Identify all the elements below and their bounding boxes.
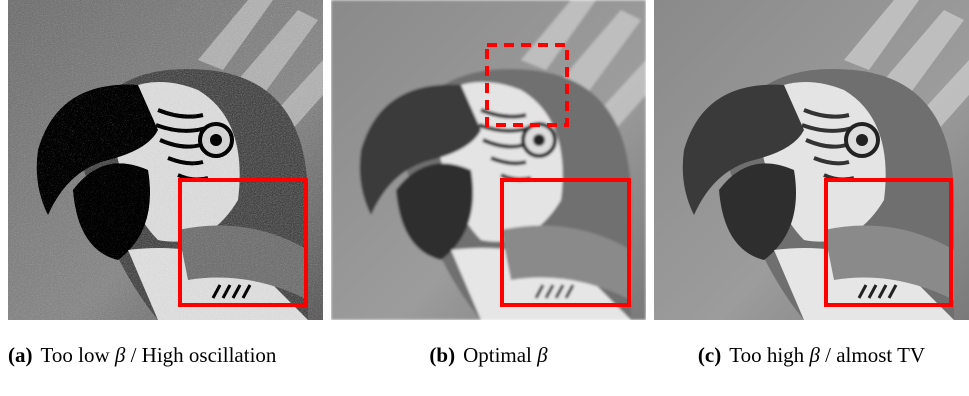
image	[331, 0, 646, 320]
caption-text: β	[809, 343, 819, 367]
caption: (a) Too low β / High oscillation	[8, 342, 323, 369]
image	[8, 0, 323, 320]
caption-text: (a)	[8, 343, 33, 367]
figure: (a) Too low β / High oscillation (b) Optim…	[0, 0, 969, 396]
caption-text: / High oscillation	[125, 343, 276, 367]
caption-text: Too high	[729, 343, 809, 367]
caption: (c) Too high β / almost TV	[654, 342, 969, 369]
panel: (a) Too low β / High oscillation	[8, 0, 323, 369]
caption-text: β	[115, 343, 125, 367]
panel: (c) Too high β / almost TV	[654, 0, 969, 369]
caption-text: Optimal	[463, 343, 537, 367]
caption-text: (c)	[698, 343, 721, 367]
caption-text: (b)	[429, 343, 455, 367]
caption: (b) Optimal β	[331, 342, 646, 369]
panel: (b) Optimal β	[331, 0, 646, 369]
caption-text: β	[537, 343, 547, 367]
caption-text: Too low	[41, 343, 115, 367]
caption-text: / almost TV	[820, 343, 925, 367]
image	[654, 0, 969, 320]
